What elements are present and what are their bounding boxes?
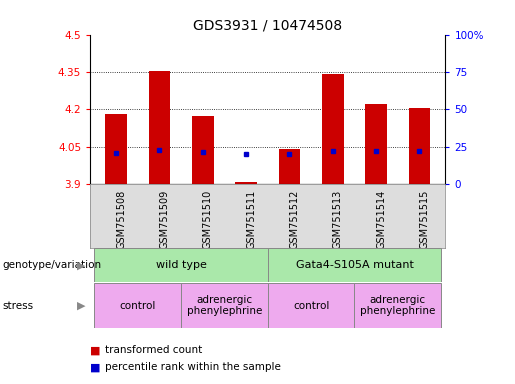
Text: GSM751510: GSM751510 (203, 189, 213, 248)
Text: Gata4-S105A mutant: Gata4-S105A mutant (296, 260, 414, 270)
Text: wild type: wild type (156, 260, 207, 270)
Text: GSM751512: GSM751512 (289, 189, 299, 249)
Text: ▶: ▶ (76, 260, 85, 270)
Title: GDS3931 / 10474508: GDS3931 / 10474508 (193, 18, 342, 32)
Text: percentile rank within the sample: percentile rank within the sample (105, 362, 281, 372)
Text: genotype/variation: genotype/variation (3, 260, 101, 270)
Text: adrenergic
phenylephrine: adrenergic phenylephrine (187, 295, 262, 316)
Bar (235, 182, 257, 184)
Text: control: control (293, 301, 329, 311)
Text: GSM751511: GSM751511 (246, 189, 256, 248)
Bar (354, 283, 441, 328)
Text: control: control (119, 301, 156, 311)
Text: GSM751509: GSM751509 (160, 189, 169, 248)
Bar (192, 116, 214, 184)
Bar (268, 248, 441, 282)
Text: GSM751515: GSM751515 (420, 189, 430, 249)
Bar (322, 74, 344, 184)
Text: GSM751513: GSM751513 (333, 189, 343, 248)
Text: ■: ■ (90, 345, 100, 355)
Bar (279, 149, 300, 184)
Bar (94, 248, 268, 282)
Text: ▶: ▶ (76, 301, 85, 311)
Text: stress: stress (3, 301, 33, 311)
Bar (149, 71, 170, 184)
Text: ■: ■ (90, 362, 100, 372)
Text: GSM751508: GSM751508 (116, 189, 126, 248)
Bar (268, 283, 354, 328)
Text: GSM751514: GSM751514 (376, 189, 386, 248)
Bar (408, 108, 431, 184)
Text: transformed count: transformed count (105, 345, 202, 355)
Bar (105, 114, 127, 184)
Text: adrenergic
phenylephrine: adrenergic phenylephrine (360, 295, 436, 316)
Bar (94, 283, 181, 328)
Bar (181, 283, 268, 328)
Bar (365, 104, 387, 184)
